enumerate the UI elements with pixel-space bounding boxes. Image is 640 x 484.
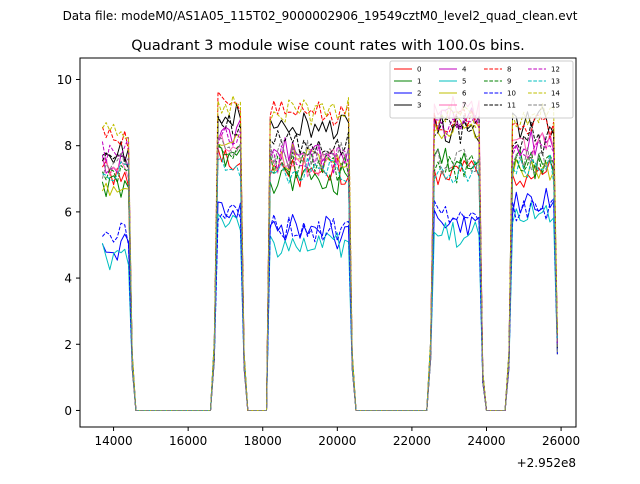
x-tick-label: 16000 [169,434,207,448]
y-tick-label: 6 [64,205,72,219]
legend-label-0: 0 [417,66,421,74]
series-layer [101,91,558,411]
legend-label-6: 6 [462,90,467,98]
y-tick-label: 4 [64,272,72,286]
y-tick-label: 2 [64,338,72,352]
legend-label-2: 2 [417,90,421,98]
x-offset-text: +2.952e8 [517,456,576,470]
suptitle: Data file: modeM0/AS1A05_115T02_90000029… [63,9,578,23]
legend-label-5: 5 [462,78,466,86]
legend-label-10: 10 [507,90,516,98]
legend-box [389,60,574,119]
y-tick-label: 0 [64,404,72,418]
y-tick-label: 10 [57,73,72,87]
legend-label-8: 8 [507,66,511,74]
x-tick-label: 18000 [244,434,282,448]
legend-label-7: 7 [462,102,466,110]
chart-title: Quadrant 3 module wise count rates with … [131,38,525,54]
x-tick-label: 20000 [318,434,356,448]
y-tick-label: 8 [64,139,72,153]
series-line-12 [101,115,558,411]
x-tick-label: 26000 [542,434,580,448]
legend-label-3: 3 [417,102,421,110]
x-tick-label: 24000 [467,434,505,448]
axes-layer: 14000 16000 18000 20000 22000 24000 26000 0 2 4 6 8… [57,73,580,448]
x-tick-label: 14000 [94,434,132,448]
series-line-15 [101,136,558,411]
x-tick-label: 22000 [393,434,431,448]
legend-label-1: 1 [417,78,421,86]
legend-label-12: 12 [551,66,560,74]
legend-label-14: 14 [551,90,560,98]
plot-frame [79,57,577,428]
legend-label-13: 13 [551,78,560,86]
legend-label-4: 4 [462,66,467,74]
legend-label-9: 9 [507,78,511,86]
legend-label-11: 11 [507,102,516,110]
legend-label-15: 15 [551,102,560,110]
